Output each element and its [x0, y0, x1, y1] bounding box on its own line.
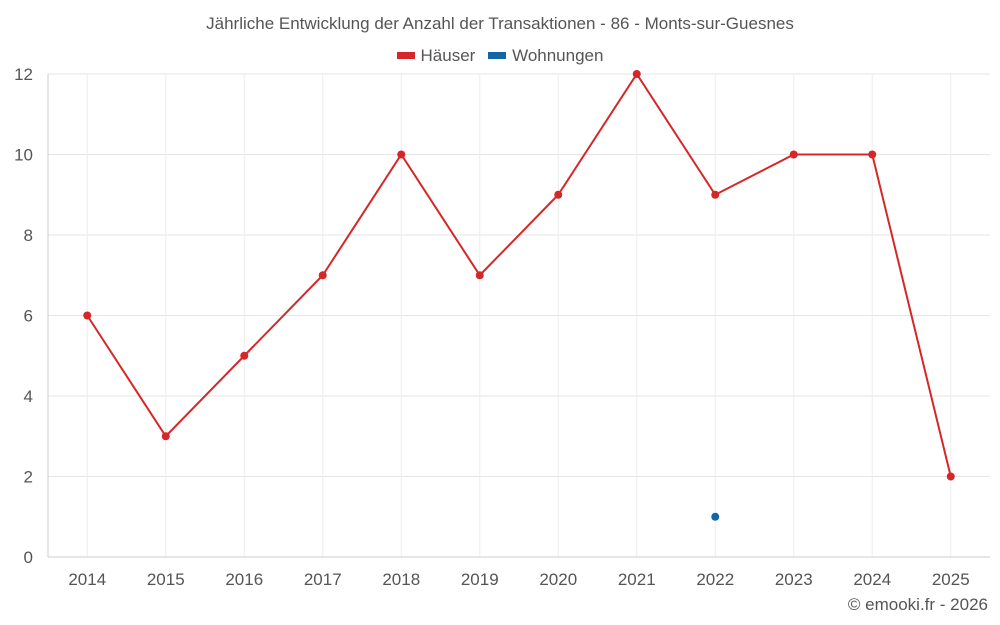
data-point-haeuser — [318, 271, 327, 280]
x-tick-label: 2024 — [853, 570, 891, 589]
y-tick-label: 6 — [24, 307, 33, 326]
x-tick-label: 2014 — [68, 570, 106, 589]
legend-label-wohnungen: Wohnungen — [512, 45, 604, 65]
legend-item-wohnungen[interactable]: Wohnungen — [488, 46, 603, 66]
data-point-haeuser — [397, 150, 406, 159]
data-point-haeuser — [789, 150, 798, 159]
x-tick-label: 2021 — [618, 570, 656, 589]
copyright-footer: © emooki.fr - 2026 — [847, 595, 988, 614]
legend: Häuser Wohnungen — [0, 44, 1000, 66]
y-tick-label: 8 — [24, 226, 33, 245]
y-tick-label: 2 — [24, 468, 33, 487]
data-point-haeuser — [554, 190, 563, 199]
legend-label-haeuser: Häuser — [420, 45, 476, 65]
x-tick-label: 2025 — [932, 570, 970, 589]
data-point-haeuser — [946, 472, 955, 481]
data-point-haeuser — [475, 271, 484, 280]
chart-title: Jährliche Entwicklung der Anzahl der Tra… — [206, 14, 794, 33]
x-tick-label: 2015 — [147, 570, 185, 589]
data-point-haeuser — [240, 351, 249, 360]
data-point-haeuser — [161, 432, 170, 441]
y-tick-label: 0 — [24, 548, 33, 567]
y-tick-label: 4 — [24, 387, 33, 406]
data-point-haeuser — [83, 311, 92, 320]
data-point-haeuser — [711, 190, 720, 199]
data-point-wohnungen — [711, 512, 720, 521]
x-tick-label: 2020 — [539, 570, 577, 589]
data-point-haeuser — [632, 70, 641, 78]
legend-item-haeuser[interactable]: Häuser — [396, 45, 476, 66]
x-tick-label: 2023 — [775, 570, 813, 589]
data-point-haeuser — [868, 150, 877, 159]
x-tick-label: 2016 — [225, 570, 263, 589]
x-tick-label: 2022 — [696, 570, 734, 589]
y-tick-label: 12 — [14, 65, 33, 84]
x-tick-label: 2019 — [461, 570, 499, 589]
x-tick-label: 2017 — [304, 570, 342, 589]
y-tick-label: 10 — [14, 146, 33, 165]
legend-swatch-wohnungen — [488, 52, 507, 59]
series-line-haeuser — [86, 72, 952, 477]
x-tick-label: 2018 — [382, 570, 420, 589]
legend-swatch-haeuser — [396, 52, 415, 59]
